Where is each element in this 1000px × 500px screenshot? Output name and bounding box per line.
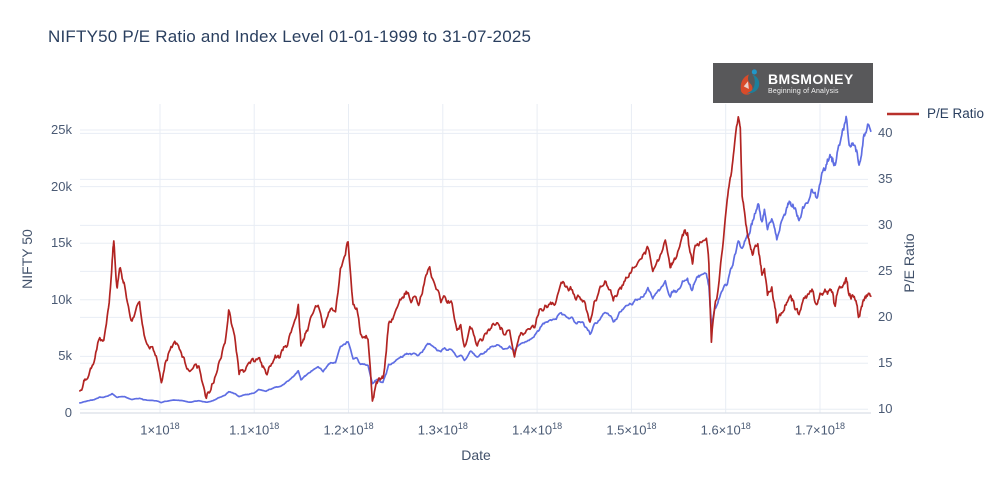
bmsmoney-logo-icon — [740, 69, 760, 95]
y-left-tick-10k: 10k — [51, 291, 72, 307]
x-tick-1.7: 1.7×1018 — [794, 421, 846, 438]
y-left-tick-20k: 20k — [51, 178, 72, 194]
legend-label-pe-ratio: P/E Ratio — [927, 106, 985, 121]
series-line-p-e-ratio[interactable] — [79, 116, 872, 402]
legend-line-pe-ratio — [887, 112, 919, 115]
x-tick-1.2: 1.2×1018 — [323, 421, 374, 438]
x-tick-1.4: 1.4×1018 — [512, 421, 563, 438]
y-right-tick-35: 35 — [878, 171, 893, 187]
y-right-tick-10: 10 — [878, 401, 893, 417]
y-left-tick-15k: 15k — [51, 235, 72, 251]
logo-name: BMSMONEY — [768, 70, 854, 87]
x-tick-1.6: 1.6×1018 — [700, 421, 751, 438]
y-left-tick-0: 0 — [64, 405, 72, 420]
x-tick-1.5: 1.5×1018 — [606, 421, 657, 438]
y-left-tick-25k: 25k — [51, 122, 72, 138]
logo-text: BMSMONEY Beginning of Analysis — [768, 72, 854, 95]
y-right-tick-30: 30 — [878, 217, 893, 233]
y-right-tick-15: 15 — [878, 355, 893, 371]
y-axis-title-left: NIFTY 50 — [19, 229, 35, 289]
bmsmoney-logo: BMSMONEY Beginning of Analysis — [713, 63, 873, 103]
logo-tagline: Beginning of Analysis — [768, 87, 839, 95]
chart-title: NIFTY50 P/E Ratio and Index Level 01-01-… — [48, 27, 532, 46]
y-left-tick-5k: 5k — [58, 348, 72, 364]
x-tick-1.3: 1.3×1018 — [417, 421, 468, 438]
series-line-nifty-50[interactable] — [79, 115, 872, 404]
x-tick-1.1: 1.1×1018 — [229, 421, 280, 438]
y-right-tick-25: 25 — [878, 263, 893, 279]
x-axis-title: Date — [461, 447, 491, 463]
y-right-tick-40: 40 — [878, 125, 893, 141]
y-right-tick-20: 20 — [878, 309, 893, 325]
legend[interactable]: P/E Ratio — [886, 106, 984, 121]
y-axis-title-right: P/E Ratio — [901, 233, 917, 293]
x-tick-1: 1×1018 — [140, 421, 180, 438]
